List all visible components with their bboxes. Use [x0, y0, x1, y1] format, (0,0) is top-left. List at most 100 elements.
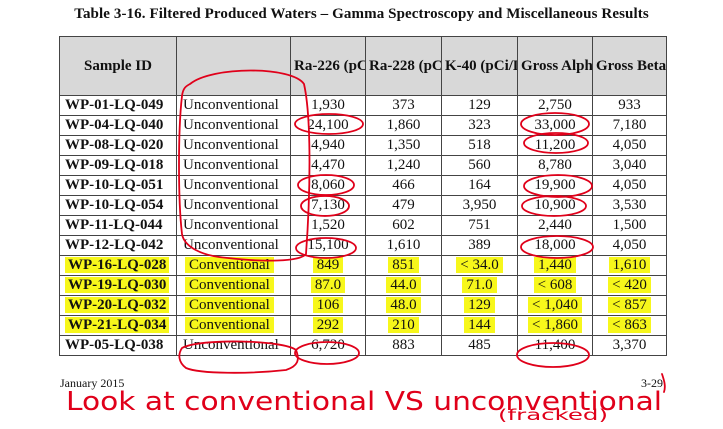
beta-value: 3,530	[612, 197, 647, 213]
k40-value: 560	[468, 157, 491, 173]
beta-cell: 3,370	[592, 335, 667, 356]
table-row: WP-09-LQ-018 Unconventional 4,470 1,240 560 8…	[59, 155, 667, 176]
well-type-cell: Conventional	[176, 315, 291, 336]
handwritten-note-line1: Look at conventional VS unconventional	[66, 387, 662, 417]
ra228-value: 851	[388, 257, 419, 273]
beta-value: 7,180	[612, 117, 647, 133]
alpha-cell: 10,900	[517, 195, 593, 216]
ra228-cell: 1,240	[365, 155, 442, 176]
well-type-cell: Conventional	[176, 295, 291, 316]
ra226-value: 1,930	[311, 97, 345, 113]
beta-cell: 3,040	[592, 155, 667, 176]
sample-id: WP-01-LQ-049	[65, 97, 164, 113]
alpha-cell: < 608	[517, 275, 593, 296]
ra228-value: 44.0	[386, 277, 421, 293]
table-row: WP-11-LQ-044 Unconventional 1,520 602 751 2,4…	[59, 215, 667, 236]
alpha-value: < 608	[533, 277, 577, 293]
k40-cell: 485	[441, 335, 518, 356]
k40-value: 485	[468, 337, 491, 353]
header-sample-id: Sample ID	[59, 36, 177, 96]
k40-value: 71.0	[462, 277, 497, 293]
alpha-value: 11,200	[534, 137, 576, 153]
beta-value: < 863	[608, 317, 651, 333]
beta-cell: 3,530	[592, 195, 667, 216]
ra226-value: 6,720	[311, 337, 345, 353]
table-row: WP-10-LQ-051 Unconventional 8,060 466 164 19,…	[59, 175, 667, 196]
well-type-cell: Unconventional	[176, 235, 291, 256]
sample-id: WP-19-LQ-030	[65, 277, 170, 293]
table-row: WP-19-LQ-030 Conventional 87.0 44.0 71.0 < 60…	[59, 275, 667, 296]
sample-id-cell: WP-05-LQ-038	[59, 335, 177, 356]
beta-cell: < 420	[592, 275, 667, 296]
table-row: WP-05-LQ-038 Unconventional 6,720 883 485 11,…	[59, 335, 667, 356]
alpha-value: < 1,860	[528, 317, 582, 333]
well-type: Unconventional	[183, 117, 279, 133]
well-type: Conventional	[185, 257, 274, 273]
beta-cell: 1,500	[592, 215, 667, 236]
ra228-value: 479	[392, 197, 415, 213]
well-type-cell: Unconventional	[176, 195, 291, 216]
sample-id-cell: WP-16-LQ-028	[59, 255, 177, 276]
k40-value: 129	[464, 297, 495, 313]
ra228-value: 466	[392, 177, 415, 193]
well-type-cell: Unconventional	[176, 115, 291, 136]
well-type: Unconventional	[183, 197, 279, 213]
k40-value: 323	[468, 117, 491, 133]
well-type: Unconventional	[183, 217, 279, 233]
beta-cell: < 863	[592, 315, 667, 336]
sample-id-cell: WP-09-LQ-018	[59, 155, 177, 176]
handwritten-note-line2: (fracked)	[498, 406, 608, 424]
well-type: Unconventional	[183, 337, 279, 353]
table-row: WP-20-LQ-032 Conventional 106 48.0 129 < 1,04…	[59, 295, 667, 316]
alpha-cell: 8,780	[517, 155, 593, 176]
k40-cell: 323	[441, 115, 518, 136]
table-row: WP-01-LQ-049 Unconventional 1,930 373 129 2,7…	[59, 95, 667, 116]
k40-cell: < 34.0	[441, 255, 518, 276]
ra228-value: 373	[392, 97, 415, 113]
alpha-value: 33,000	[534, 117, 576, 133]
beta-cell: 1,610	[592, 255, 667, 276]
ra226-value: 4,470	[311, 157, 345, 173]
sample-id: WP-10-LQ-054	[65, 197, 164, 213]
k40-value: 3,950	[462, 197, 497, 213]
k40-cell: 164	[441, 175, 518, 196]
alpha-value: 2,440	[538, 217, 572, 233]
beta-value: 1,610	[608, 257, 651, 273]
alpha-value: 11,400	[534, 337, 576, 353]
beta-cell: 7,180	[592, 115, 667, 136]
ra228-cell: 1,350	[365, 135, 442, 156]
table-row: WP-08-LQ-020 Unconventional 4,940 1,350 518 1…	[59, 135, 667, 156]
sample-id: WP-20-LQ-032	[65, 297, 170, 313]
sample-id: WP-10-LQ-051	[65, 177, 164, 193]
well-type-cell: Unconventional	[176, 175, 291, 196]
sample-id: WP-09-LQ-018	[65, 157, 164, 173]
ra226-cell: 4,940	[290, 135, 366, 156]
well-type-cell: Unconventional	[176, 215, 291, 236]
beta-value: 4,050	[612, 237, 647, 253]
ra228-value: 1,860	[386, 117, 421, 133]
ra226-cell: 292	[290, 315, 366, 336]
ra226-value: 7,130	[311, 197, 345, 213]
k40-cell: 144	[441, 315, 518, 336]
sample-id-cell: WP-11-LQ-044	[59, 215, 177, 236]
alpha-cell: 2,440	[517, 215, 593, 236]
well-type-cell: Unconventional	[176, 335, 291, 356]
k40-cell: 751	[441, 215, 518, 236]
ra226-cell: 15,100	[290, 235, 366, 256]
header-type	[176, 36, 291, 96]
k40-value: < 34.0	[456, 257, 503, 273]
alpha-cell: 33,000	[517, 115, 593, 136]
ra226-value: 292	[312, 317, 344, 333]
ra228-value: 883	[392, 337, 415, 353]
ra228-value: 48.0	[386, 297, 421, 313]
ra226-cell: 1,520	[290, 215, 366, 236]
alpha-value: 2,750	[538, 97, 572, 113]
alpha-value: 19,900	[534, 177, 576, 193]
alpha-value: 18,000	[534, 237, 576, 253]
well-type-cell: Conventional	[176, 255, 291, 276]
beta-value: 4,050	[612, 177, 647, 193]
well-type: Conventional	[185, 317, 274, 333]
sample-id-cell: WP-12-LQ-042	[59, 235, 177, 256]
ra226-value: 4,940	[311, 137, 345, 153]
k40-cell: 71.0	[441, 275, 518, 296]
